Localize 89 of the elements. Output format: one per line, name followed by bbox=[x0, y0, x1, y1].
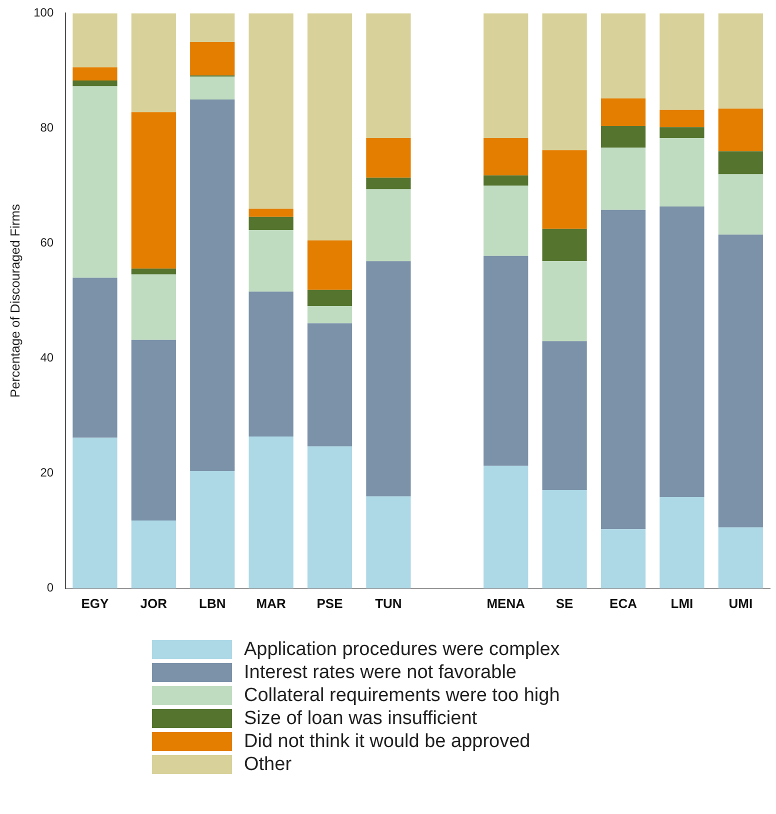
x-tick-label: TUN bbox=[375, 596, 402, 611]
bar bbox=[248, 208, 294, 217]
y-tick-label: 100 bbox=[34, 6, 54, 20]
bar bbox=[484, 138, 528, 176]
bar bbox=[72, 86, 118, 278]
bar bbox=[72, 438, 118, 588]
bar bbox=[131, 274, 176, 340]
bar bbox=[307, 323, 352, 446]
bar bbox=[600, 148, 646, 210]
bar bbox=[190, 76, 235, 100]
x-tick-label: UMI bbox=[728, 596, 753, 611]
bar bbox=[190, 42, 235, 76]
bar bbox=[600, 126, 646, 148]
bar bbox=[248, 292, 294, 437]
bar bbox=[542, 341, 587, 490]
bar bbox=[484, 256, 528, 466]
bar bbox=[660, 496, 704, 588]
bar bbox=[248, 13, 294, 209]
y-tick-label: 0 bbox=[46, 580, 54, 595]
bar bbox=[660, 13, 704, 110]
bar bbox=[660, 206, 704, 497]
y-tick-label: 60 bbox=[40, 236, 54, 250]
bar bbox=[307, 290, 352, 306]
bar bbox=[131, 13, 176, 112]
bar bbox=[366, 496, 411, 588]
bar bbox=[131, 520, 176, 588]
bar bbox=[131, 112, 176, 269]
bar bbox=[600, 529, 646, 588]
bar bbox=[366, 178, 411, 190]
y-tick-label: 20 bbox=[40, 466, 54, 480]
bar bbox=[307, 446, 352, 588]
y-axis-title: Percentage of Discouraged Firms bbox=[7, 203, 22, 398]
bar bbox=[190, 99, 235, 472]
bar bbox=[718, 527, 763, 588]
bar bbox=[542, 13, 587, 150]
bar bbox=[484, 175, 528, 186]
legend-label: Interest rates were not favorable bbox=[244, 662, 516, 684]
x-tick-label: LMI bbox=[670, 596, 694, 611]
legend-label: Size of loan was insufficient bbox=[244, 708, 478, 730]
bar bbox=[542, 490, 587, 588]
y-tick-label: 80 bbox=[40, 120, 54, 135]
bar bbox=[542, 228, 587, 262]
legend-label: Other bbox=[244, 754, 292, 776]
x-tick-label: JOR bbox=[140, 596, 168, 611]
bar bbox=[248, 230, 294, 292]
bar bbox=[718, 234, 763, 528]
bar bbox=[72, 278, 118, 438]
bar bbox=[484, 466, 528, 588]
bar bbox=[718, 13, 763, 109]
legend-label: Collateral requirements were too high bbox=[244, 684, 560, 706]
bar bbox=[366, 189, 411, 262]
bar bbox=[600, 210, 646, 530]
bar bbox=[600, 13, 646, 98]
bar bbox=[660, 127, 704, 138]
bar bbox=[542, 261, 587, 342]
bar bbox=[600, 98, 646, 126]
bar bbox=[484, 186, 528, 256]
bar bbox=[542, 150, 587, 229]
bar bbox=[307, 13, 352, 240]
bar bbox=[190, 471, 235, 588]
x-tick-label: MENA bbox=[486, 596, 526, 611]
bar bbox=[484, 13, 528, 138]
x-tick-label: ECA bbox=[610, 596, 638, 611]
x-tick-label: LBN bbox=[199, 596, 226, 611]
bar bbox=[718, 174, 763, 235]
legend-label: Did not think it would be approved bbox=[244, 730, 530, 752]
bar bbox=[660, 138, 704, 206]
bar bbox=[660, 110, 704, 128]
bar bbox=[248, 216, 294, 230]
bar bbox=[366, 13, 411, 138]
y-tick-label: 40 bbox=[40, 350, 54, 365]
x-tick-label: EGY bbox=[81, 596, 110, 611]
bar bbox=[718, 151, 763, 174]
bar bbox=[131, 268, 176, 274]
bar bbox=[72, 67, 118, 80]
bar bbox=[72, 80, 118, 86]
bar bbox=[366, 138, 411, 178]
bar bbox=[366, 261, 411, 496]
bar bbox=[248, 436, 294, 588]
bar bbox=[72, 13, 118, 68]
x-tick-label: PSE bbox=[316, 596, 344, 611]
legend-label: Application procedures were complex bbox=[244, 638, 560, 660]
x-tick-label: SE bbox=[556, 596, 574, 611]
bar bbox=[131, 340, 176, 521]
bar bbox=[718, 108, 763, 152]
bar bbox=[190, 13, 235, 42]
bar bbox=[307, 240, 352, 290]
x-tick-label: MAR bbox=[256, 596, 286, 611]
bar bbox=[307, 306, 352, 324]
